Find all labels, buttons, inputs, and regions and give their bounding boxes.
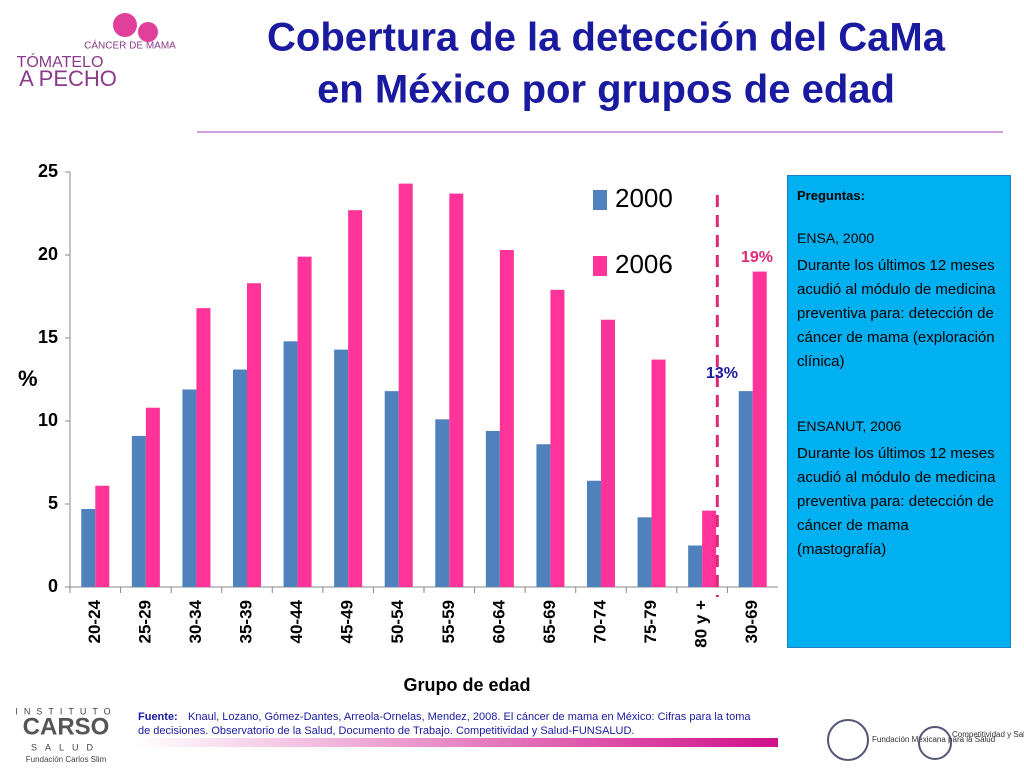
panel-item: ENSANUT, 2006	[797, 418, 902, 434]
bar	[637, 517, 652, 587]
bar	[384, 391, 399, 587]
bar	[601, 319, 615, 587]
legend-swatch	[593, 190, 607, 210]
y-tick-label: 0	[48, 576, 58, 596]
source-text: de decisiones. Observatorio de la Salud,…	[138, 725, 634, 737]
bar	[738, 391, 753, 587]
bar	[688, 545, 703, 587]
y-tick-label: 10	[38, 410, 58, 430]
annotation: 13%	[706, 365, 738, 382]
bar	[81, 508, 96, 587]
x-tick-label: 20-24	[85, 599, 104, 643]
x-tick-label: 65-69	[540, 600, 559, 643]
x-tick-label: 30-69	[742, 600, 761, 643]
bar	[182, 389, 197, 587]
legend-label: 2006	[615, 249, 673, 279]
panel-item: Durante los últimos 12 meses acudió al m…	[797, 257, 996, 370]
x-tick-label: 30-34	[186, 599, 205, 643]
annotation: 19%	[741, 249, 773, 266]
footer-bar	[135, 738, 778, 747]
x-axis-label: Grupo de edad	[403, 675, 530, 695]
bar	[95, 485, 110, 587]
bar	[297, 256, 312, 587]
logo-flower	[113, 13, 137, 37]
logo-text: INSTITUTO	[15, 706, 116, 716]
bar	[485, 430, 500, 587]
bar	[145, 407, 160, 587]
y-tick-label: 15	[38, 327, 58, 347]
x-tick-label: 80 y +	[692, 600, 711, 648]
x-tick-label: 75-79	[641, 600, 660, 643]
bar	[536, 444, 551, 587]
bar	[348, 210, 363, 587]
logo-text: TÓMATELO	[17, 52, 104, 71]
source-label: Fuente:	[138, 711, 178, 723]
legend-label: 2000	[615, 183, 673, 213]
y-tick-label: 20	[38, 244, 58, 264]
panel-heading: Preguntas:	[797, 188, 865, 203]
bar	[131, 435, 146, 587]
x-tick-label: 55-59	[439, 600, 458, 643]
x-tick-label: 70-74	[590, 599, 609, 643]
question-panel: Preguntas: ENSA, 2000 Durante los último…	[787, 175, 1011, 648]
logo-text: Fundación Mexicana para la Salud	[872, 735, 995, 744]
bar	[247, 283, 261, 587]
bar	[233, 369, 247, 587]
title: Cobertura de la detección del CaMa	[267, 16, 946, 60]
bar	[651, 359, 666, 587]
bar	[449, 193, 464, 587]
bar	[550, 289, 565, 587]
logo-text: A PECHO	[19, 66, 117, 91]
bar	[196, 308, 211, 587]
bar	[587, 480, 601, 587]
panel-item: ENSA, 2000	[797, 230, 875, 246]
bar	[283, 341, 298, 587]
x-tick-label: 60-64	[489, 599, 508, 643]
bar	[435, 419, 450, 587]
y-tick-label: 5	[48, 493, 58, 513]
logo-mark	[827, 719, 869, 761]
panel-item: Durante los últimos 12 meses acudió al m…	[797, 445, 996, 558]
bar	[752, 271, 767, 587]
legend-swatch	[593, 256, 607, 276]
title: en México por grupos de edad	[317, 68, 895, 112]
y-axis-label: %	[18, 366, 38, 391]
logo-text: Competitividad y Salud	[952, 730, 1024, 739]
y-tick-label: 25	[38, 161, 58, 181]
chart: 0 5 10 15 20 25 20-24 25-29 30-34 35-39 40-44 45-49…	[38, 161, 778, 648]
x-tick-label: 25-29	[135, 600, 154, 643]
bar	[334, 349, 349, 587]
bar	[398, 183, 413, 587]
bar	[702, 510, 717, 587]
logo-text: CARSO	[23, 713, 110, 740]
logo-text: SALUD	[31, 742, 101, 752]
logo-text: CÁNCER DE MAMA	[84, 39, 176, 52]
logo-text: Fundación Carlos Slim	[26, 755, 107, 764]
x-tick-label: 45-49	[338, 600, 357, 643]
logo-mark	[918, 726, 952, 760]
logo-flower	[138, 22, 158, 42]
bar	[499, 250, 514, 587]
x-tick-label: 50-54	[388, 599, 407, 643]
x-tick-label: 35-39	[236, 600, 255, 643]
x-tick-label: 40-44	[287, 599, 306, 643]
source-text: Knaul, Lozano, Gómez-Dantes, Arreola-Orn…	[188, 711, 751, 723]
